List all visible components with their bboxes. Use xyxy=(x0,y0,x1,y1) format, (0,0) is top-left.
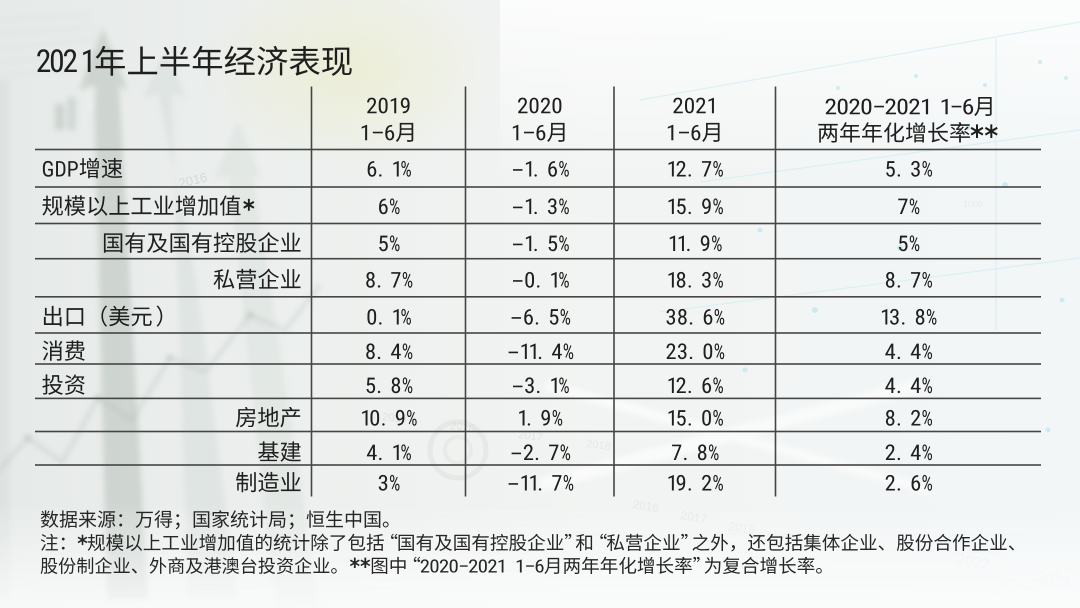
svg-text:1000: 1000 xyxy=(963,199,983,209)
svg-text:2016: 2016 xyxy=(177,169,209,191)
svg-text:2018: 2018 xyxy=(586,438,612,453)
svg-text:2017: 2017 xyxy=(518,429,544,444)
svg-text:2015: 2015 xyxy=(382,411,408,426)
